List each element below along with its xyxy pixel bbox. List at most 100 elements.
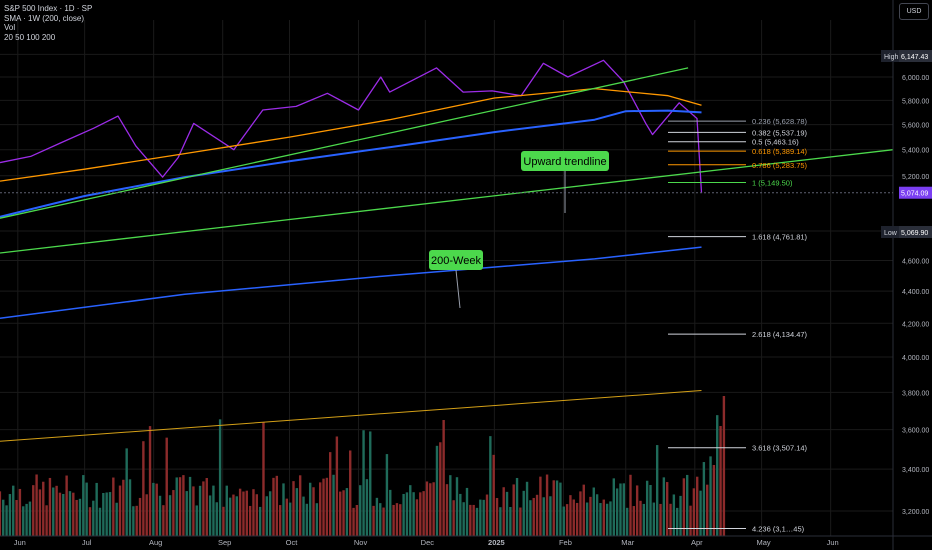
- current-badge-box: [899, 186, 932, 199]
- volume-bar: [402, 493, 405, 536]
- legend-indicator[interactable]: SMA · 1W (200, close): [4, 13, 85, 23]
- volume-bar: [212, 485, 215, 536]
- volume-bar: [542, 497, 545, 536]
- price-line: [0, 59, 703, 193]
- volume-bar: [389, 489, 392, 536]
- volume-bar: [35, 474, 38, 536]
- volume-bar: [379, 503, 382, 536]
- volume-bar: [485, 494, 489, 536]
- volume-bar: [205, 477, 208, 536]
- high-badge-label: High: [884, 54, 899, 61]
- volume-bar: [345, 488, 349, 536]
- fib-level-label: 0.786 (5,283.75): [752, 161, 808, 170]
- volume-bar: [365, 479, 369, 536]
- time-axis[interactable]: Jun Jul Aug Sep Oct Nov Dec 2025 Feb Mar Apr May Jun: [0, 535, 932, 547]
- volume-bar: [559, 482, 562, 536]
- volume-bar: [512, 484, 515, 536]
- volume-bar: [335, 436, 339, 536]
- volume-bar: [252, 489, 255, 536]
- y-tick-label: 6,000.00: [902, 75, 929, 82]
- volume-bar: [459, 493, 462, 536]
- volume-bar: [132, 506, 135, 536]
- volume-bar: [48, 477, 52, 536]
- volume-bar: [625, 507, 629, 536]
- volume-bar: [472, 504, 475, 536]
- volume-bar: [225, 485, 228, 536]
- volume-bar: [572, 499, 575, 536]
- x-tick-label: Jun: [14, 538, 26, 547]
- volume-bar: [675, 507, 679, 536]
- x-tick-label: Nov: [354, 538, 368, 547]
- volume-bar: [382, 507, 385, 536]
- volume-bar: [278, 505, 282, 536]
- volume-bar: [42, 481, 45, 536]
- price-axis[interactable]: 6,200.006,000.005,800.005,600.005,400.00…: [892, 0, 929, 550]
- volume-bar: [185, 491, 188, 536]
- volume-bar: [722, 396, 726, 536]
- x-tick-label: May: [757, 538, 771, 547]
- volume-bar: [505, 491, 509, 536]
- annotation-label: 200-Week: [431, 255, 481, 267]
- volume-bar: [45, 505, 48, 536]
- volume-bar: [142, 441, 145, 536]
- x-tick-label: Aug: [149, 538, 162, 547]
- volume-bar: [112, 477, 115, 536]
- volume-bar: [165, 437, 168, 536]
- volume-bar: [645, 480, 649, 536]
- volume-bar: [605, 503, 609, 536]
- volume-bar: [622, 483, 626, 536]
- volume-bar: [462, 502, 465, 536]
- volume-bar: [629, 474, 632, 536]
- volume-bar: [275, 475, 279, 536]
- volume-bar: [432, 482, 435, 536]
- volume-bar: [318, 482, 322, 536]
- annotation-box: [429, 250, 483, 270]
- volume-bar: [522, 490, 525, 536]
- volume-bar: [515, 477, 519, 536]
- grid-lines: [0, 20, 893, 536]
- y-tick-label: 4,000.00: [902, 355, 929, 362]
- volume-bar: [395, 503, 399, 536]
- legend-volume[interactable]: Vol: [4, 23, 16, 32]
- volume-bar: [312, 487, 315, 536]
- volume-bar: [529, 500, 532, 536]
- volume-bar: [659, 503, 662, 536]
- volume-bar: [662, 477, 666, 536]
- volume-bar: [122, 479, 125, 536]
- volume-bar: [709, 456, 712, 536]
- volume-bar: [582, 484, 585, 536]
- volume-bar: [78, 498, 82, 536]
- chart-annotations: Upward trendline 200-Week: [429, 151, 609, 309]
- volume-bar: [429, 483, 432, 536]
- volume-bar: [549, 496, 552, 536]
- y-tick-label: 4,200.00: [902, 321, 929, 328]
- volume-bar: [65, 475, 68, 536]
- volume-bar: [589, 496, 592, 536]
- x-tick-label: Jun: [827, 538, 839, 547]
- high-badge-value: 6,147.43: [901, 54, 928, 61]
- chart-legend: S&P 500 Index · 1D · SP SMA · 1W (200, c…: [4, 4, 92, 42]
- annotation-pointer: [455, 269, 461, 309]
- volume-bar: [72, 492, 75, 536]
- x-tick-label: Feb: [559, 538, 572, 547]
- volume-bar: [469, 504, 472, 536]
- volume-bar: [719, 426, 722, 536]
- y-tick-label: 5,800.00: [902, 98, 929, 105]
- currency-button[interactable]: USD: [899, 3, 929, 20]
- volume-bar: [702, 462, 706, 536]
- volume-bar: [369, 431, 372, 536]
- legend-symbol[interactable]: S&P 500 Index · 1D · SP: [4, 4, 93, 13]
- volume-bar: [98, 507, 102, 536]
- volume-bar: [482, 499, 485, 536]
- volume-bar: [492, 454, 495, 536]
- volume-bar: [288, 502, 292, 536]
- volume-bar: [182, 475, 185, 536]
- volume-bar: [445, 484, 449, 536]
- volume-bar: [362, 430, 365, 536]
- x-tick-label: Jul: [82, 538, 92, 547]
- volume-bar: [609, 501, 612, 536]
- fib-level-label: 2.618 (4,134.47): [752, 330, 808, 339]
- volume-bar: [649, 484, 652, 536]
- volume-bar: [502, 487, 505, 536]
